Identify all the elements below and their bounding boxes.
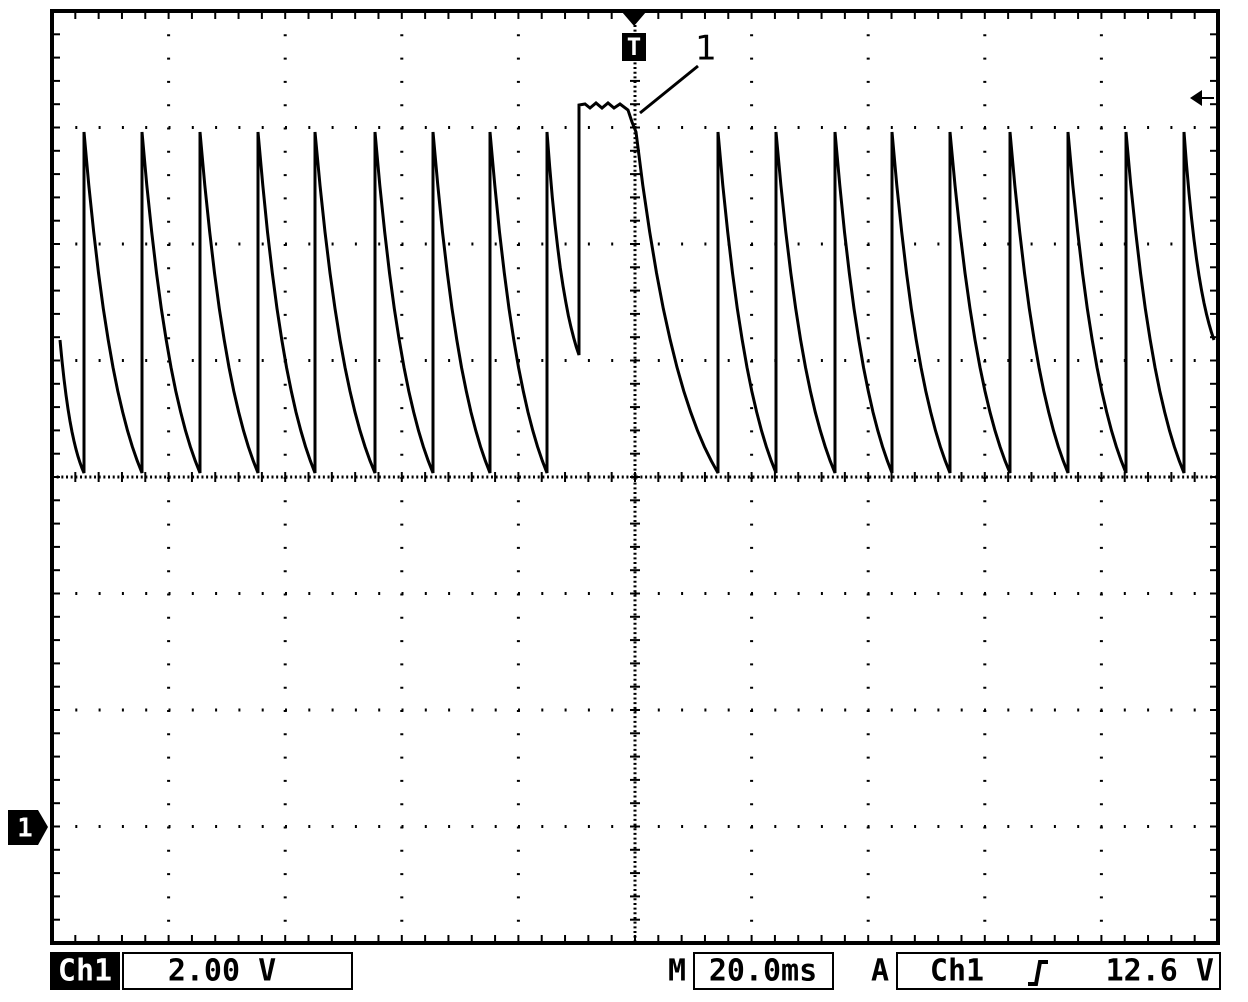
- channel-marker: 1: [17, 814, 33, 844]
- annotation-label: 1: [695, 29, 717, 69]
- channel-marker-box: [8, 810, 48, 845]
- timebase: 20.0ms: [709, 954, 817, 989]
- trigger-level-arrow: [1190, 90, 1202, 106]
- trigger-source: Ch1: [930, 954, 984, 989]
- rising-edge-icon: [1028, 960, 1048, 986]
- trigger-box: [896, 952, 1221, 990]
- graticule: [52, 11, 1218, 943]
- annotation-leader: [639, 64, 699, 115]
- channel: Ch1: [58, 954, 112, 989]
- trigger-marker: T: [627, 33, 641, 61]
- trigger-marker-box: [622, 33, 646, 61]
- channel-box: [50, 952, 120, 990]
- waveform: [58, 101, 1216, 474]
- trigger-position-arrow: [622, 12, 646, 26]
- trigger-level: 12.6 V: [1106, 954, 1214, 989]
- timebase-box: [693, 952, 834, 990]
- time-label: M: [668, 954, 686, 989]
- scale-box: [122, 952, 353, 990]
- scale: 2.00 V: [168, 954, 276, 989]
- trigger-label: A: [871, 954, 889, 989]
